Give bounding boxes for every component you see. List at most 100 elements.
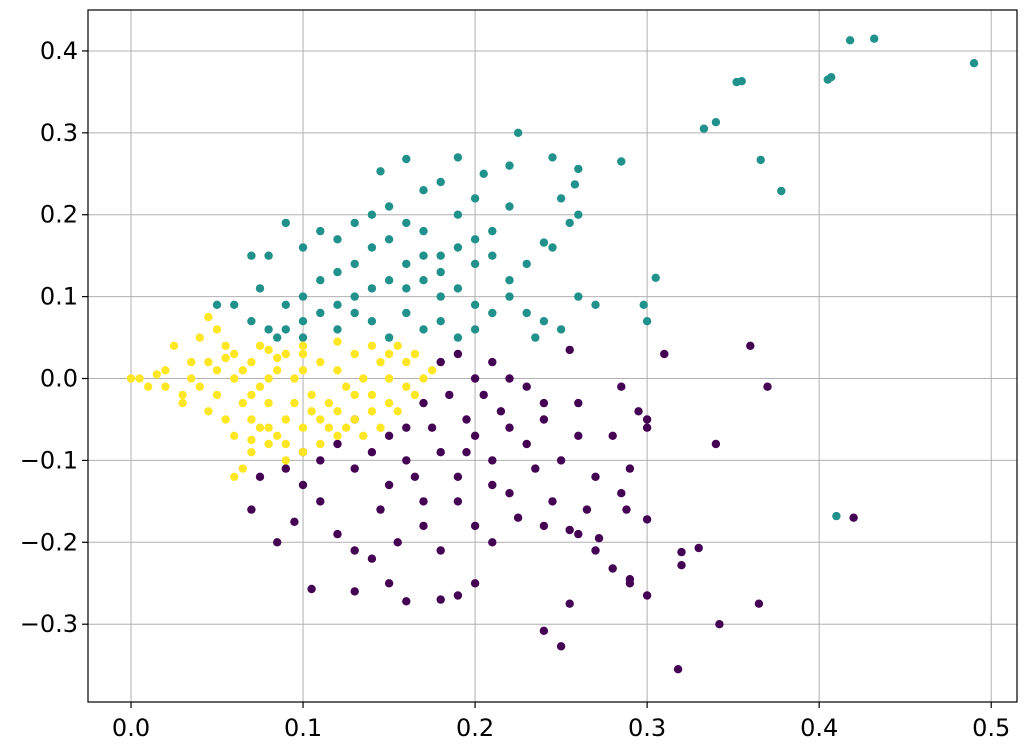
scatter-point xyxy=(273,431,282,440)
scatter-point xyxy=(367,317,377,326)
scatter-point xyxy=(161,366,170,375)
scatter-point xyxy=(169,341,179,350)
scatter-point xyxy=(307,390,316,400)
scatter-point xyxy=(350,546,359,555)
scatter-point xyxy=(505,423,514,432)
x-tick-label: 0.3 xyxy=(628,714,666,742)
scatter-point xyxy=(470,374,480,383)
scatter-point xyxy=(333,439,342,449)
scatter-point xyxy=(316,415,325,424)
scatter-point xyxy=(298,480,308,490)
scatter-point xyxy=(281,325,290,334)
scatter-point xyxy=(324,423,334,432)
plot-area xyxy=(88,10,1017,702)
scatter-point xyxy=(384,333,394,342)
scatter-point xyxy=(298,292,308,301)
scatter-point xyxy=(264,374,273,383)
scatter-point xyxy=(350,218,359,228)
scatter-point xyxy=(453,153,463,162)
scatter-point xyxy=(436,317,445,326)
scatter-point xyxy=(247,357,256,367)
scatter-point xyxy=(247,251,256,260)
scatter-point xyxy=(591,472,600,481)
scatter-point xyxy=(574,431,583,440)
scatter-point xyxy=(264,251,273,260)
scatter-point xyxy=(212,390,222,400)
scatter-point xyxy=(870,34,879,43)
scatter-point xyxy=(221,415,230,424)
scatter-point xyxy=(496,407,506,416)
scatter-point xyxy=(574,398,583,408)
scatter-point xyxy=(823,75,832,84)
scatter-point xyxy=(591,300,600,309)
scatter-point xyxy=(255,341,265,350)
scatter-point xyxy=(488,456,497,465)
scatter-point xyxy=(470,521,480,531)
scatter-point xyxy=(230,300,239,309)
scatter-point xyxy=(350,587,359,596)
scatter-point xyxy=(307,407,316,416)
scatter-point xyxy=(419,325,428,334)
scatter-point xyxy=(384,349,394,359)
scatter-point xyxy=(419,497,428,506)
scatter-point xyxy=(298,349,308,359)
scatter-point xyxy=(436,177,445,187)
scatter-point xyxy=(522,308,531,318)
scatter-point xyxy=(419,521,428,531)
scatter-point xyxy=(488,251,497,260)
scatter-point xyxy=(384,374,394,383)
scatter-point xyxy=(488,538,497,547)
scatter-point xyxy=(594,534,604,543)
x-tick-label: 0.0 xyxy=(112,714,150,742)
scatter-point xyxy=(845,36,855,45)
y-tick-label: −0.3 xyxy=(20,610,78,638)
scatter-point xyxy=(531,464,540,473)
scatter-point xyxy=(402,308,411,318)
scatter-point xyxy=(255,284,265,293)
scatter-point xyxy=(479,390,488,400)
scatter-point xyxy=(410,349,420,359)
scatter-point xyxy=(384,276,394,285)
scatter-point xyxy=(212,325,222,334)
scatter-point xyxy=(384,579,394,588)
scatter-point xyxy=(639,300,648,309)
scatter-point xyxy=(273,538,282,547)
scatter-point xyxy=(187,357,196,367)
scatter-point xyxy=(402,218,411,228)
scatter-point xyxy=(479,169,488,178)
scatter-point xyxy=(453,333,463,342)
scatter-point xyxy=(230,349,239,359)
scatter-point xyxy=(617,157,626,166)
scatter-point xyxy=(187,374,196,383)
scatter-point xyxy=(273,333,282,342)
scatter-point xyxy=(298,448,308,457)
scatter-point xyxy=(539,415,549,424)
scatter-point xyxy=(453,497,463,506)
scatter-point xyxy=(556,642,566,651)
scatter-point xyxy=(238,366,247,375)
scatter-point xyxy=(642,423,652,432)
scatter-point xyxy=(255,472,265,481)
scatter-point xyxy=(402,456,411,465)
scatter-point xyxy=(298,243,308,252)
scatter-point xyxy=(393,407,402,416)
scatter-point xyxy=(316,308,325,318)
scatter-point xyxy=(221,353,230,363)
scatter-point xyxy=(746,341,755,350)
scatter-point xyxy=(135,374,144,383)
scatter-point xyxy=(290,374,299,383)
scatter-point xyxy=(204,407,213,416)
scatter-point xyxy=(350,390,359,400)
scatter-point xyxy=(247,390,256,400)
scatter-point xyxy=(247,415,256,424)
y-tick-label: 0.1 xyxy=(40,283,78,311)
scatter-point xyxy=(367,554,377,563)
scatter-point xyxy=(316,226,325,236)
scatter-point xyxy=(402,423,411,432)
scatter-point xyxy=(642,317,652,326)
y-tick-label: −0.2 xyxy=(20,528,78,556)
scatter-point xyxy=(298,341,308,350)
scatter-point xyxy=(350,308,359,318)
series-2 xyxy=(126,312,437,481)
scatter-point xyxy=(341,382,351,391)
